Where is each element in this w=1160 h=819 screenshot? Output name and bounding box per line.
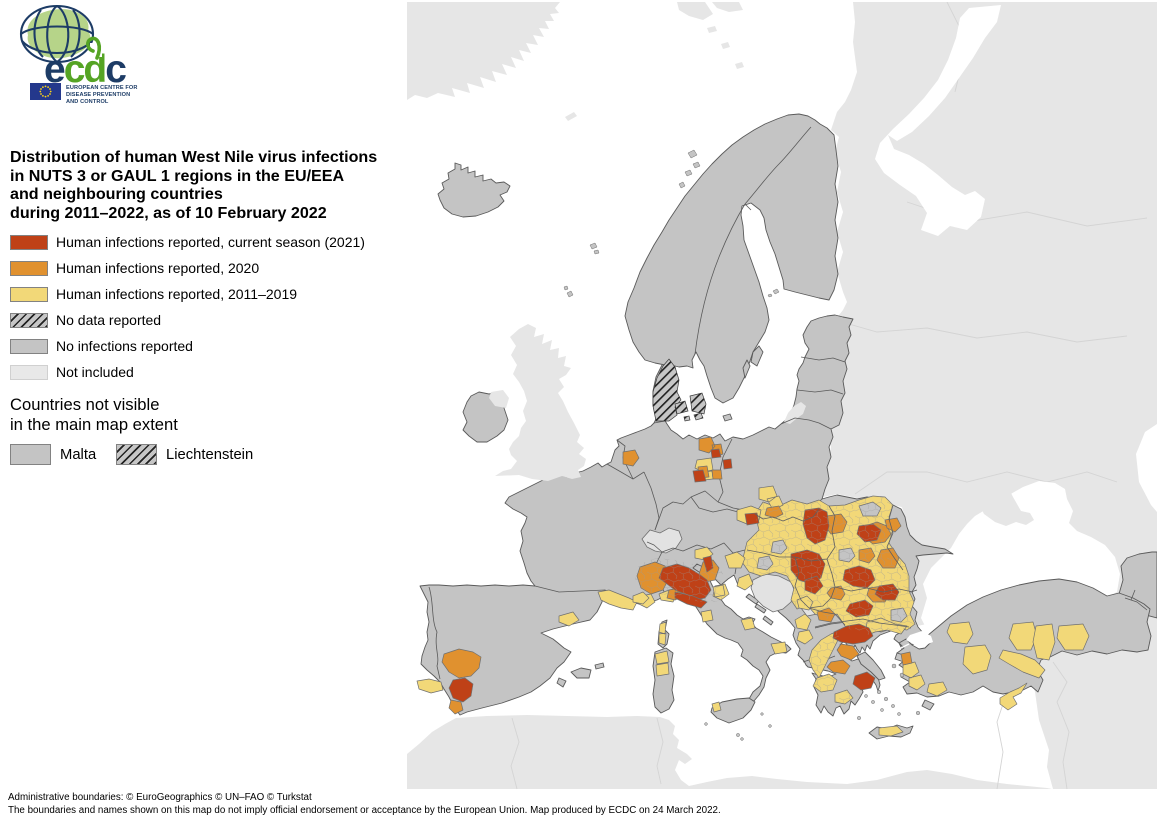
- svg-text:EUROPEAN CENTRE FOR: EUROPEAN CENTRE FOR: [66, 85, 138, 91]
- svg-text:DISEASE PREVENTION: DISEASE PREVENTION: [66, 92, 130, 98]
- svg-text:AND CONTROL: AND CONTROL: [66, 99, 109, 105]
